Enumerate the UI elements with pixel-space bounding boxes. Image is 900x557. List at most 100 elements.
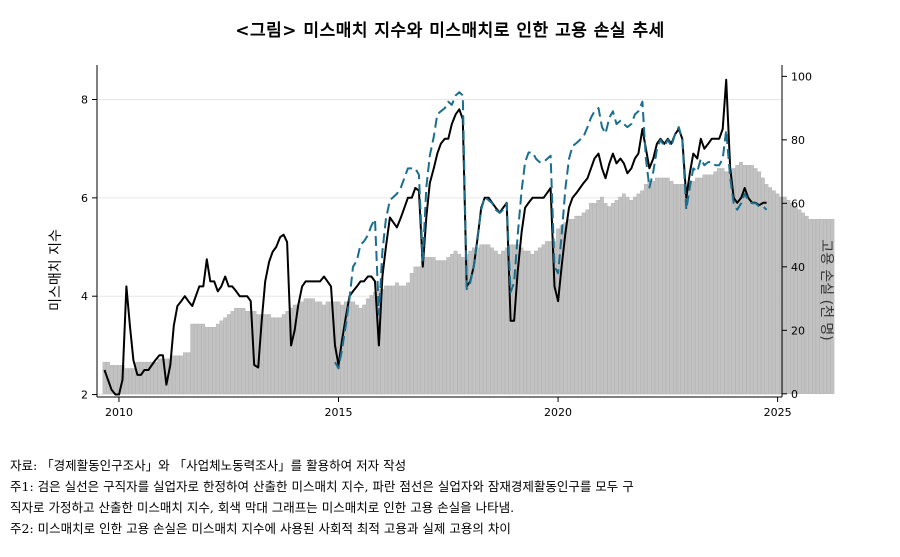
bar	[325, 301, 330, 394]
bar	[749, 165, 754, 394]
right-tick-label: 20	[791, 324, 805, 337]
bar	[574, 215, 579, 394]
bar	[731, 168, 736, 394]
bar	[621, 193, 626, 394]
bar	[212, 327, 217, 394]
bar	[267, 314, 271, 394]
bar	[790, 203, 795, 394]
bar	[669, 180, 674, 394]
bar	[318, 301, 323, 394]
bar	[695, 177, 699, 394]
bar	[643, 184, 648, 394]
right-tick-label: 60	[791, 197, 805, 210]
note-1-line-1: 주1: 검은 실선은 구직자를 실업자로 한정하여 산출한 미스매치 지수, 파…	[10, 479, 634, 494]
bar	[450, 253, 454, 394]
bar	[618, 196, 623, 394]
bar	[157, 358, 162, 394]
bar	[424, 257, 429, 394]
bar	[596, 200, 601, 394]
bar	[230, 311, 235, 394]
bar	[757, 171, 762, 394]
bar	[241, 307, 246, 394]
bar	[369, 295, 374, 394]
bar	[801, 212, 805, 394]
bar	[632, 196, 637, 394]
bar	[589, 203, 593, 394]
bar-series-employment-loss	[102, 161, 835, 394]
bar	[263, 314, 268, 394]
bar	[307, 298, 312, 394]
bar	[435, 260, 440, 394]
bar	[614, 200, 619, 394]
bar	[150, 361, 154, 394]
chart-notes: 자료: 「경제활동인구조사」와 「사업체노동력조사」를 활용하여 저자 작성 주…	[10, 455, 890, 539]
bar	[479, 244, 484, 394]
bar	[204, 327, 209, 394]
bar	[109, 365, 114, 394]
bar	[124, 368, 129, 394]
bar	[472, 247, 476, 394]
bar	[142, 361, 147, 394]
right-tick-label: 80	[791, 134, 805, 147]
bar	[208, 327, 213, 394]
bar	[234, 307, 239, 394]
bar	[753, 168, 758, 394]
bar	[702, 174, 707, 394]
bar	[636, 193, 641, 394]
bar	[219, 320, 224, 394]
bar	[815, 219, 820, 394]
bar	[183, 352, 187, 394]
bar	[395, 282, 399, 394]
bar	[651, 180, 656, 394]
right-tick-label: 0	[791, 388, 798, 401]
bar	[139, 361, 143, 394]
bar	[146, 361, 151, 394]
bar	[545, 241, 549, 394]
bar	[270, 317, 275, 394]
left-tick-label: 4	[81, 290, 88, 303]
bar	[746, 165, 751, 394]
bar	[526, 250, 531, 394]
bar	[563, 222, 568, 394]
bar	[285, 311, 290, 394]
bar	[387, 285, 392, 394]
bar	[453, 250, 458, 394]
x-tick-label: 2015	[325, 406, 353, 419]
bar	[420, 260, 425, 394]
bar	[274, 317, 279, 394]
bar	[735, 165, 740, 394]
bar	[673, 184, 677, 394]
bar	[278, 317, 282, 394]
bar	[482, 244, 487, 394]
x-tick-label: 2025	[764, 406, 792, 419]
solid-series-line	[103, 78, 767, 396]
bar	[311, 298, 315, 394]
bar	[486, 244, 491, 394]
bar	[804, 215, 809, 394]
bar	[742, 165, 747, 394]
bar	[153, 361, 158, 394]
bar	[771, 190, 776, 394]
bar	[720, 168, 725, 394]
bar	[300, 301, 304, 394]
bar	[468, 250, 473, 394]
bar	[504, 247, 509, 394]
bar	[603, 203, 608, 394]
bar	[581, 212, 586, 394]
bar	[691, 180, 696, 394]
bar	[409, 273, 414, 394]
bar	[607, 206, 612, 394]
bar	[406, 282, 410, 394]
bar	[362, 304, 367, 394]
bar	[728, 171, 732, 394]
note-2: 주2: 미스매치로 인한 고용 손실은 미스매치 지수에 사용된 사회적 최적 …	[10, 521, 511, 536]
line-series	[103, 78, 768, 396]
bar	[793, 206, 798, 394]
bar	[592, 203, 597, 394]
left-tick-label: 8	[81, 94, 88, 107]
bar	[808, 219, 813, 394]
bar	[684, 187, 688, 394]
bar	[439, 260, 443, 394]
bar	[823, 219, 827, 394]
